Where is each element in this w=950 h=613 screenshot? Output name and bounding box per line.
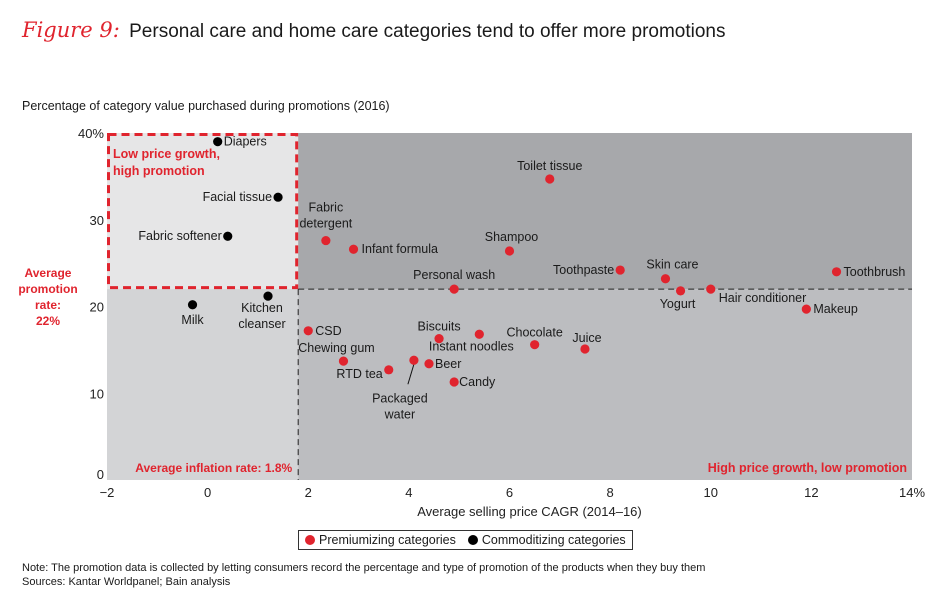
point-label: cleanser bbox=[238, 317, 285, 331]
avg-promotion-annotation: Average bbox=[25, 266, 72, 280]
data-point bbox=[449, 377, 459, 387]
point-label: Candy bbox=[459, 375, 496, 389]
data-point bbox=[303, 326, 313, 336]
y-tick-label: 10 bbox=[90, 386, 104, 401]
data-point bbox=[348, 244, 359, 254]
point-label: Toothbrush bbox=[844, 265, 906, 279]
quadrant-annotation: High price growth, low promotion bbox=[708, 461, 907, 475]
point-label: Kitchen bbox=[241, 301, 283, 315]
data-point bbox=[424, 359, 434, 369]
avg-promotion-annotation: rate: bbox=[35, 298, 61, 312]
point-label: Beer bbox=[435, 357, 461, 371]
red-dot-icon bbox=[305, 535, 315, 545]
point-label: Chewing gum bbox=[298, 341, 374, 355]
point-label: Instant noodles bbox=[429, 339, 514, 353]
quadrant-bottom-right-bg bbox=[298, 289, 912, 480]
x-axis-label: Average selling price CAGR (2014–16) bbox=[417, 504, 642, 519]
point-label: Skin care bbox=[646, 258, 698, 272]
point-label: Toilet tissue bbox=[517, 159, 582, 173]
quadrant-annotation: Low price growth, bbox=[113, 147, 220, 161]
quadrant-top-right-bg bbox=[298, 133, 912, 290]
black-dot-icon bbox=[467, 535, 478, 545]
data-point bbox=[384, 365, 394, 375]
x-tick-label: 0 bbox=[204, 485, 211, 500]
y-tick-label: 20 bbox=[90, 300, 104, 315]
data-point bbox=[504, 246, 515, 256]
point-label: Hair conditioner bbox=[719, 291, 807, 305]
point-label: CSD bbox=[315, 324, 341, 338]
legend-item-premiumizing: Premiumizing categories bbox=[305, 533, 456, 547]
data-point bbox=[474, 329, 484, 339]
point-label: Fabric bbox=[308, 201, 343, 215]
point-label: Fabric softener bbox=[138, 229, 221, 243]
data-point bbox=[580, 344, 590, 354]
avg-inflation-annotation: Average inflation rate: 1.8% bbox=[135, 461, 292, 475]
figure-label: Figure 9: bbox=[22, 18, 120, 42]
data-point bbox=[273, 192, 283, 202]
data-point bbox=[675, 286, 686, 296]
point-label: Yogurt bbox=[660, 297, 696, 311]
leader-line bbox=[407, 364, 415, 385]
legend-label: Premiumizing categories bbox=[319, 533, 456, 547]
data-point bbox=[530, 340, 540, 350]
data-point bbox=[187, 300, 198, 310]
point-label: detergent bbox=[299, 217, 352, 231]
data-point bbox=[223, 231, 233, 241]
point-label: Juice bbox=[572, 331, 601, 345]
x-tick-label: 12 bbox=[804, 485, 818, 500]
point-label: water bbox=[384, 407, 416, 421]
avg-promotion-annotation: promotion bbox=[18, 282, 77, 296]
x-tick-label: 8 bbox=[607, 485, 614, 500]
point-label: RTD tea bbox=[336, 367, 382, 381]
point-label: Infant formula bbox=[362, 242, 438, 256]
y-axis-label: Percentage of category value purchased d… bbox=[22, 99, 390, 113]
x-tick-label: −2 bbox=[100, 485, 115, 500]
legend-item-commoditizing: Commoditizing categories bbox=[467, 533, 626, 547]
y-tick-label: 30 bbox=[90, 213, 104, 228]
quadrant-annotation: high promotion bbox=[113, 164, 205, 178]
x-tick-label: 10 bbox=[704, 485, 718, 500]
chart-title: Figure 9: Personal care and home care ca… bbox=[22, 18, 726, 43]
title-text: Personal care and home care categories t… bbox=[129, 21, 726, 42]
point-label: Biscuits bbox=[418, 320, 461, 334]
point-label: Toothpaste bbox=[553, 263, 614, 277]
data-point bbox=[338, 356, 349, 366]
note-text: Note: The promotion data is collected by… bbox=[22, 562, 706, 574]
data-point bbox=[263, 291, 273, 301]
data-point bbox=[706, 284, 716, 294]
data-point bbox=[321, 235, 331, 246]
y-tick-label: 0 bbox=[97, 467, 104, 482]
data-point bbox=[545, 174, 555, 184]
footnote: Note: The promotion data is collected by… bbox=[22, 561, 705, 589]
data-point bbox=[660, 274, 671, 284]
legend: Premiumizing categories Commoditizing ca… bbox=[298, 530, 633, 550]
quadrant-top-left-bg bbox=[107, 133, 299, 290]
data-point bbox=[615, 265, 625, 275]
point-label: Makeup bbox=[813, 302, 858, 316]
data-point bbox=[831, 267, 842, 277]
point-label: Packaged bbox=[372, 391, 428, 405]
point-label: Facial tissue bbox=[203, 190, 273, 204]
data-point bbox=[213, 137, 223, 147]
highlight-quadrant-box bbox=[107, 133, 299, 290]
x-tick-label: 4 bbox=[405, 485, 412, 500]
legend-label: Commoditizing categories bbox=[481, 533, 626, 547]
point-label: Chocolate bbox=[507, 326, 563, 340]
data-point bbox=[409, 355, 419, 365]
x-tick-label: 6 bbox=[506, 485, 513, 500]
data-point bbox=[449, 284, 459, 294]
x-tick-label: 2 bbox=[305, 485, 312, 500]
x-tick-label: 14% bbox=[899, 485, 925, 500]
point-label: Personal wash bbox=[413, 268, 495, 282]
avg-promotion-annotation: 22% bbox=[36, 314, 60, 328]
point-label: Milk bbox=[181, 313, 204, 327]
sources-text: Sources: Kantar Worldpanel; Bain analysi… bbox=[22, 576, 231, 588]
point-label: Diapers bbox=[224, 135, 267, 149]
data-point bbox=[801, 304, 811, 314]
data-point bbox=[434, 333, 444, 344]
point-label: Shampoo bbox=[485, 230, 539, 244]
y-tick-label: 40% bbox=[78, 126, 104, 141]
